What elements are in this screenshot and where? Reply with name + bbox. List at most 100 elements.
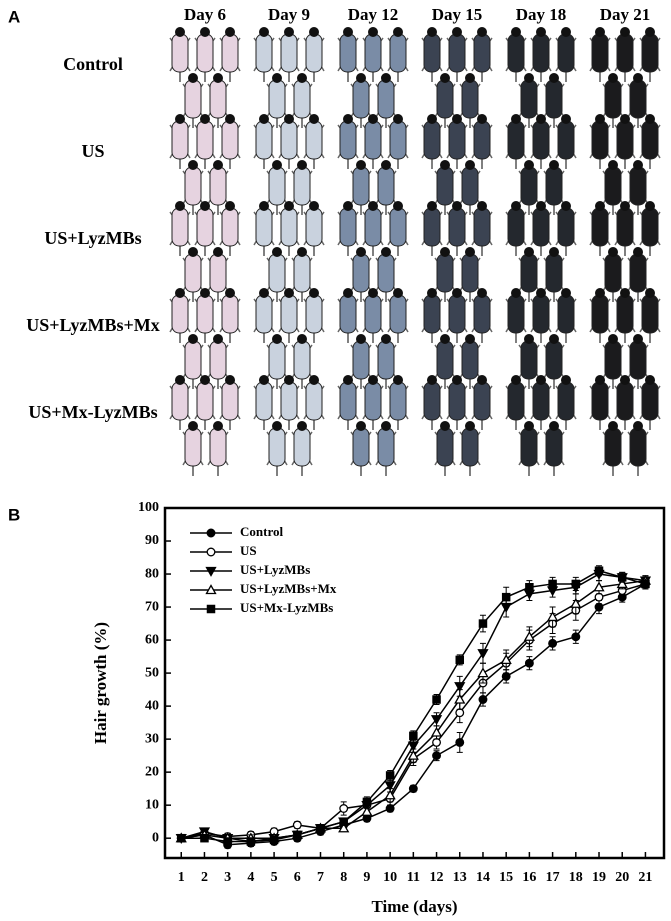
mouse [555,114,577,169]
mouse-body [473,294,491,334]
mouse [505,375,527,430]
mouse-body [591,294,609,334]
mouse-head [452,375,462,385]
x-tick-label: 11 [407,870,420,885]
mouse [505,201,527,256]
mouse-body [616,33,634,73]
mouse-head [200,27,210,37]
mouse-head [536,375,546,385]
mouse-body [461,427,479,467]
marker [385,804,395,813]
mouse [434,247,456,302]
mouse [337,375,359,430]
mouse [505,27,527,82]
mouse [459,247,481,302]
mouse [421,201,443,256]
marker [316,824,325,833]
mouse-body [545,79,563,119]
mouse-head [200,375,210,385]
mouse-head [427,114,437,124]
mouse-head [477,114,487,124]
mouse-body [532,381,550,421]
mouse-head [477,201,487,211]
mouse-head [620,201,630,211]
mouse-body [448,294,466,334]
mouse-body [221,381,239,421]
mouse-head [368,27,378,37]
mouse [543,160,565,215]
mouse-body [196,207,214,247]
mouse-body [616,381,634,421]
marker [407,749,419,760]
mouse [434,421,456,476]
mouse-body [377,166,395,206]
mouse [627,334,649,389]
mouse-body [255,207,273,247]
mouse-body [461,340,479,380]
mouse [350,334,372,389]
mouse [627,160,649,215]
mouse [627,73,649,128]
mouse [421,375,443,430]
x-tick-label: 10 [383,870,397,885]
day-label: Day 18 [516,5,567,24]
mouse [434,334,456,389]
mouse-body [520,253,538,293]
mouse-body [629,79,647,119]
mouse [182,247,204,302]
mouse [614,201,636,256]
mouse [303,27,325,82]
mouse [303,201,325,256]
mouse [207,73,229,128]
mouse [266,247,288,302]
mouse-body [364,33,382,73]
mouse [219,375,241,430]
mouse-head [524,334,534,344]
mouse-body [557,33,575,73]
mouse [253,375,275,430]
mouse-head [608,247,618,257]
mouse-body [616,207,634,247]
mouse-body [184,427,202,467]
mouse-head [440,160,450,170]
mouse-body [557,120,575,160]
y-tick-label: 80 [145,566,159,581]
mouse-body [591,33,609,73]
mouse-head [620,375,630,385]
marker [430,715,443,726]
mouse [589,201,611,256]
mouse-body [448,33,466,73]
y-tick-label: 50 [145,665,159,680]
mouse-head [440,334,450,344]
mouse-body [532,120,550,160]
y-tick-label: 20 [145,764,159,779]
mouse-head [368,375,378,385]
mouse-head [645,288,655,298]
mouse-head [465,247,475,257]
mouse-head [620,114,630,124]
mouse-body [520,79,538,119]
mouse [543,421,565,476]
mouse-head [213,247,223,257]
mouse-body [280,381,298,421]
mouse [421,114,443,169]
mouse-body [364,207,382,247]
mouse-head [188,334,198,344]
mouse-body [507,120,525,160]
mouse-body [377,427,395,467]
marker [292,820,302,830]
mouse-body [604,427,622,467]
mouse-head [297,247,307,257]
legend-label: US+Mx-LyzMBs [240,600,333,615]
mouse [602,334,624,389]
mouse-head [309,375,319,385]
mouse-body [305,120,323,160]
mouse-body [389,207,407,247]
mouse-body [545,340,563,380]
mouse-body [520,340,538,380]
mouse [434,160,456,215]
mouse [589,114,611,169]
x-tick-label: 1 [178,870,185,885]
mouse-body [209,166,227,206]
marker [594,592,604,602]
